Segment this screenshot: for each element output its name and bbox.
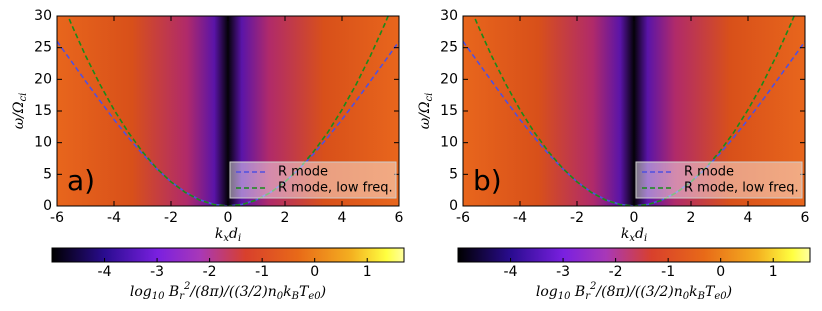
y-tick-label: 5 xyxy=(43,166,52,182)
colorbar xyxy=(51,247,405,263)
x-tick-label: -6 xyxy=(456,210,470,226)
legend-label: R mode, low freq. xyxy=(684,181,799,196)
colorbar-label: log10​ Br​2​/(8π)/((3/2)n0​kB​Te0​) xyxy=(130,281,326,302)
x-tick-label: 2 xyxy=(281,210,290,226)
x-tick-label: -2 xyxy=(164,210,178,226)
x-tick-label: 6 xyxy=(801,210,810,226)
colorbar-label: log10​ Br​2​/(8π)/((3/2)n0​kB​Te0​) xyxy=(536,281,732,302)
y-tick-label: 25 xyxy=(440,40,458,56)
y-tick-label: 0 xyxy=(449,198,458,214)
curve xyxy=(57,40,399,206)
x-tick-label: 4 xyxy=(744,210,753,226)
curve xyxy=(463,40,805,206)
y-tick-label: 5 xyxy=(449,166,458,182)
y-axis-label: ω/Ωci​ xyxy=(11,93,29,130)
y-tick-label: 10 xyxy=(34,135,52,151)
colorbar-tick-label: 0 xyxy=(310,264,319,280)
y-tick-label: 30 xyxy=(34,8,52,24)
curve xyxy=(473,16,795,206)
legend-label: R mode xyxy=(684,165,734,180)
colorbar xyxy=(457,247,811,263)
x-tick-label: 0 xyxy=(224,210,233,226)
panel-label: b) xyxy=(473,164,502,197)
curve xyxy=(67,16,389,206)
colorbar-tick-label: -3 xyxy=(150,264,164,280)
x-tick-label: 4 xyxy=(338,210,347,226)
x-tick-label: -2 xyxy=(570,210,584,226)
x-axis-label: kx​di​ xyxy=(215,226,241,244)
y-tick-label: 10 xyxy=(440,135,458,151)
colorbar-tick-label: -2 xyxy=(609,264,623,280)
y-tick-label: 0 xyxy=(43,198,52,214)
y-tick-label: 20 xyxy=(440,71,458,87)
colorbar-tick-label: -4 xyxy=(98,264,112,280)
x-tick-label: -4 xyxy=(513,210,527,226)
legend-label: R mode, low freq. xyxy=(278,181,393,196)
y-tick-label: 15 xyxy=(440,103,458,119)
x-tick-label: -4 xyxy=(107,210,121,226)
panel-label: a) xyxy=(67,164,95,197)
y-tick-label: 25 xyxy=(34,40,52,56)
colorbar-tick-label: 1 xyxy=(769,264,778,280)
legend-box xyxy=(635,161,803,199)
x-axis-label: kx​di​ xyxy=(621,226,647,244)
x-tick-label: 6 xyxy=(395,210,404,226)
colorbar-tick-label: -1 xyxy=(661,264,675,280)
x-tick-label: 0 xyxy=(630,210,639,226)
colorbar-tick-label: -1 xyxy=(255,264,269,280)
colorbar-tick-label: -2 xyxy=(203,264,217,280)
colorbar-tick-label: -3 xyxy=(556,264,570,280)
y-tick-label: 30 xyxy=(440,8,458,24)
legend-label: R mode xyxy=(278,165,328,180)
y-axis-label: ω/Ωci​ xyxy=(417,93,435,130)
colorbar-tick-label: -4 xyxy=(504,264,518,280)
colorbar-tick-label: 0 xyxy=(716,264,725,280)
y-tick-label: 20 xyxy=(34,71,52,87)
legend-box xyxy=(229,161,397,199)
colorbar-tick-label: 1 xyxy=(363,264,372,280)
x-tick-label: 2 xyxy=(687,210,696,226)
y-tick-label: 15 xyxy=(34,103,52,119)
x-tick-label: -6 xyxy=(50,210,64,226)
